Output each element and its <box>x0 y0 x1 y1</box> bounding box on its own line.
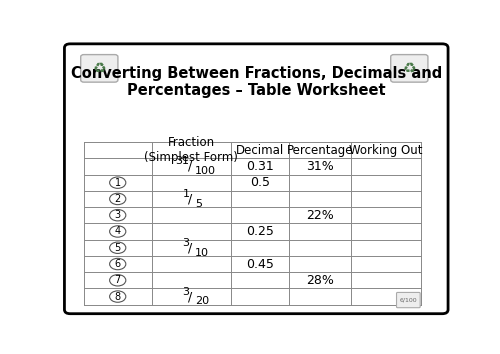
Text: 8: 8 <box>114 292 121 302</box>
Text: 28%: 28% <box>306 274 334 287</box>
Text: 3: 3 <box>182 238 190 248</box>
Text: 3: 3 <box>114 210 121 220</box>
Text: /: / <box>188 241 192 254</box>
Text: Converting Between Fractions, Decimals and
Percentages – Table Worksheet: Converting Between Fractions, Decimals a… <box>70 66 442 98</box>
Text: 10: 10 <box>195 248 209 258</box>
Text: /: / <box>188 290 192 303</box>
Text: Fraction
(Simplest Form): Fraction (Simplest Form) <box>144 136 238 164</box>
Text: 22%: 22% <box>306 209 334 222</box>
Text: 20: 20 <box>195 296 210 307</box>
Text: 0.25: 0.25 <box>246 225 274 238</box>
Text: Percentage: Percentage <box>287 144 354 156</box>
Text: 0.45: 0.45 <box>246 257 274 270</box>
Text: 3: 3 <box>182 287 190 297</box>
Text: 31: 31 <box>176 156 190 166</box>
Text: 7: 7 <box>114 275 121 285</box>
FancyBboxPatch shape <box>80 55 118 82</box>
Text: 0.5: 0.5 <box>250 176 270 189</box>
Text: 4: 4 <box>114 227 121 236</box>
FancyBboxPatch shape <box>390 55 428 82</box>
FancyBboxPatch shape <box>396 292 420 308</box>
Text: 5: 5 <box>114 243 121 253</box>
Text: 1: 1 <box>114 178 121 188</box>
FancyBboxPatch shape <box>64 44 448 314</box>
Text: 1: 1 <box>182 189 190 199</box>
Text: 6/100: 6/100 <box>400 298 417 303</box>
Text: 31%: 31% <box>306 160 334 173</box>
Text: Working Out: Working Out <box>350 144 423 156</box>
Text: 6: 6 <box>114 259 121 269</box>
Text: 100: 100 <box>195 166 216 176</box>
Text: ♻: ♻ <box>402 61 416 76</box>
Text: /: / <box>188 160 192 173</box>
Text: 5: 5 <box>195 199 202 209</box>
Text: 2: 2 <box>114 194 121 204</box>
Text: Decimal: Decimal <box>236 144 284 156</box>
Text: 0.31: 0.31 <box>246 160 274 173</box>
Text: ♻: ♻ <box>92 61 106 76</box>
Text: /: / <box>188 193 192 205</box>
